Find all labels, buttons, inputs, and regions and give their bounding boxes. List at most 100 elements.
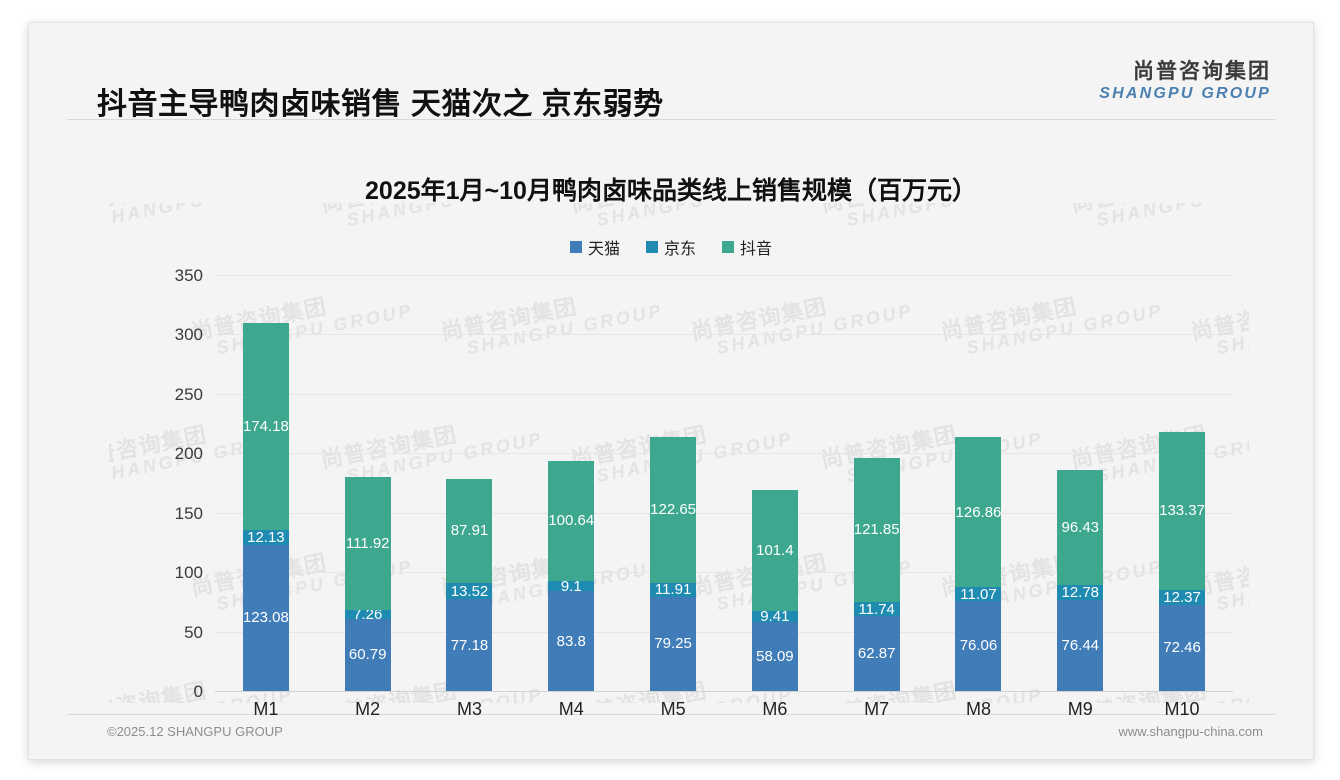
bar-segment-天猫[interactable]: 72.46	[1159, 604, 1206, 691]
chart-title: 2025年1月~10月鸭肉卤味品类线上销售规模（百万元）	[365, 177, 977, 205]
footer-website[interactable]: www.shangpu-china.com	[1118, 724, 1263, 739]
header-divider	[67, 119, 1275, 120]
bar-segment-天猫[interactable]: 123.08	[242, 544, 289, 691]
page-title: 抖音主导鸭肉卤味销售 天猫次之 京东弱势	[97, 88, 664, 121]
stacked-bar[interactable]: 60.79 7.26 111.92	[344, 477, 391, 691]
bar-segment-抖音[interactable]: 96.43	[1057, 470, 1104, 585]
bar-segment-抖音[interactable]: 174.18	[242, 323, 289, 531]
bar-column: 72.46 12.37 133.37 M10	[1131, 275, 1233, 719]
logo-english-text: SHANGPU GROUP	[1099, 85, 1271, 102]
bar-segment-京东[interactable]: 12.37	[1159, 589, 1206, 606]
bar-segment-京东[interactable]: 9.1	[548, 577, 595, 595]
bar-value-label: 11.74	[858, 600, 895, 618]
bar-segment-京东[interactable]: 12.13	[242, 529, 289, 547]
bar-segment-抖音[interactable]: 101.4	[751, 490, 798, 611]
bar-segment-天猫[interactable]: 60.79	[344, 618, 391, 691]
bar-value-label: 77.18	[450, 636, 489, 654]
chart-plot-area: 0 50 100 150 200 250 300 350 123.08 12.13 174.18 M…	[175, 266, 1233, 719]
bar-column: 76.44 12.78 96.43 M9	[1029, 275, 1131, 719]
gridline	[215, 512, 1233, 514]
bar-segment-天猫[interactable]: 83.8	[548, 591, 595, 691]
y-axis-tick-label: 0	[193, 682, 203, 701]
bar-segment-京东[interactable]: 13.52	[446, 582, 493, 600]
gridline	[215, 334, 1233, 336]
y-axis-tick-label: 350	[174, 266, 203, 285]
legend-item-天猫[interactable]: 天猫	[569, 235, 620, 259]
bar-segment-京东[interactable]: 9.41	[751, 607, 798, 625]
bar-segment-抖音[interactable]: 126.86	[955, 436, 1002, 588]
legend-item-抖音[interactable]: 抖音	[722, 235, 772, 259]
footer-copyright: ©2025.12 SHANGPU GROUP	[107, 724, 283, 739]
bar-segment-天猫[interactable]: 76.06	[955, 600, 1002, 691]
x-axis-tick-label: M4	[558, 699, 584, 719]
stacked-bar[interactable]: 72.46 12.37 133.37	[1159, 431, 1206, 691]
logo-chinese-text: 尚普咨询集团	[1133, 60, 1271, 83]
slide-canvas: 抖音主导鸭肉卤味销售 天猫次之 京东弱势 尚普咨询集团 SHANGPU GROU…	[28, 22, 1314, 760]
bar-segment-京东[interactable]: 7.26	[344, 606, 391, 623]
bar-value-label: 60.79	[348, 646, 387, 664]
legend-label: 京东	[663, 241, 696, 258]
bar-column: 77.18 13.52 87.91 M3	[419, 275, 521, 719]
bar-value-label: 9.41	[760, 607, 790, 625]
bar-segment-抖音[interactable]: 122.65	[650, 436, 697, 583]
bar-segment-天猫[interactable]: 77.18	[446, 599, 493, 691]
bar-column: 76.06 11.07 126.86 M8	[928, 275, 1030, 719]
brand-logo: 尚普咨询集团 SHANGPU GROUP	[1099, 61, 1271, 102]
stacked-bar[interactable]: 76.06 11.07 126.86	[955, 436, 1002, 691]
x-axis-tick-label: M6	[762, 699, 788, 719]
bar-value-label: 13.52	[450, 582, 489, 600]
bar-value-label: 100.64	[548, 512, 595, 530]
bar-value-label: 72.46	[1163, 639, 1201, 657]
gridline	[215, 275, 1233, 276]
x-axis-tick-label: M2	[355, 699, 381, 719]
slide-header: 抖音主导鸭肉卤味销售 天猫次之 京东弱势 尚普咨询集团 SHANGPU GROU…	[29, 23, 1313, 121]
bar-segment-抖音[interactable]: 133.37	[1159, 431, 1206, 591]
bar-value-label: 76.06	[959, 637, 998, 655]
stacked-bar[interactable]: 77.18 13.52 87.91	[446, 478, 493, 691]
bar-segment-天猫[interactable]: 76.44	[1057, 600, 1104, 691]
bar-segment-抖音[interactable]: 100.64	[548, 460, 595, 581]
bar-column: 60.79 7.26 111.92 M2	[317, 275, 419, 719]
gridline	[215, 631, 1233, 633]
stacked-bar[interactable]: 79.25 11.91 122.65	[650, 436, 697, 691]
legend-item-京东[interactable]: 京东	[645, 235, 696, 259]
bar-segment-天猫[interactable]: 58.09	[751, 621, 798, 691]
legend-label: 天猫	[587, 241, 620, 258]
bar-value-label: 83.8	[556, 632, 586, 650]
bar-value-label: 123.08	[242, 609, 289, 627]
x-axis-tick-label: M5	[660, 699, 686, 719]
bar-segment-京东[interactable]: 11.07	[955, 585, 1002, 603]
stacked-bar[interactable]: 76.44 12.78 96.43	[1057, 470, 1104, 691]
gridline	[215, 572, 1233, 574]
stacked-bar[interactable]: 123.08 12.13 174.18	[242, 323, 289, 691]
x-axis-tick-label: M1	[253, 699, 279, 719]
bar-value-label: 12.13	[247, 529, 285, 547]
stacked-bar[interactable]: 62.87 11.74 121.85	[853, 457, 900, 691]
x-axis-tick-label: M7	[864, 699, 890, 719]
bar-segment-京东[interactable]: 11.74	[853, 600, 900, 618]
y-axis-tick-label: 100	[174, 563, 203, 583]
bar-segment-天猫[interactable]: 79.25	[650, 596, 697, 691]
y-axis-tick-label: 150	[174, 503, 203, 523]
bar-value-label: 11.07	[960, 585, 997, 603]
gridline	[215, 691, 1233, 692]
stacked-bar[interactable]: 83.8 9.1 100.64	[548, 460, 595, 691]
bar-value-label: 101.4	[756, 542, 794, 560]
bar-segment-抖音[interactable]: 121.85	[853, 457, 900, 603]
bar-segment-抖音[interactable]: 111.92	[344, 477, 391, 611]
bar-column: 123.08 12.13 174.18 M1	[215, 275, 317, 719]
bar-segment-京东[interactable]: 12.78	[1057, 584, 1104, 601]
bar-segment-京东[interactable]: 11.91	[650, 581, 697, 598]
bar-value-label: 9.1	[560, 577, 582, 595]
bar-value-label: 76.44	[1061, 637, 1100, 655]
bar-value-label: 58.09	[756, 647, 794, 665]
stacked-bar[interactable]: 58.09 9.41 101.4	[751, 490, 798, 691]
legend-swatch-icon	[722, 241, 734, 253]
bar-segment-天猫[interactable]: 62.87	[853, 616, 900, 691]
bar-segment-抖音[interactable]: 87.91	[446, 478, 493, 584]
